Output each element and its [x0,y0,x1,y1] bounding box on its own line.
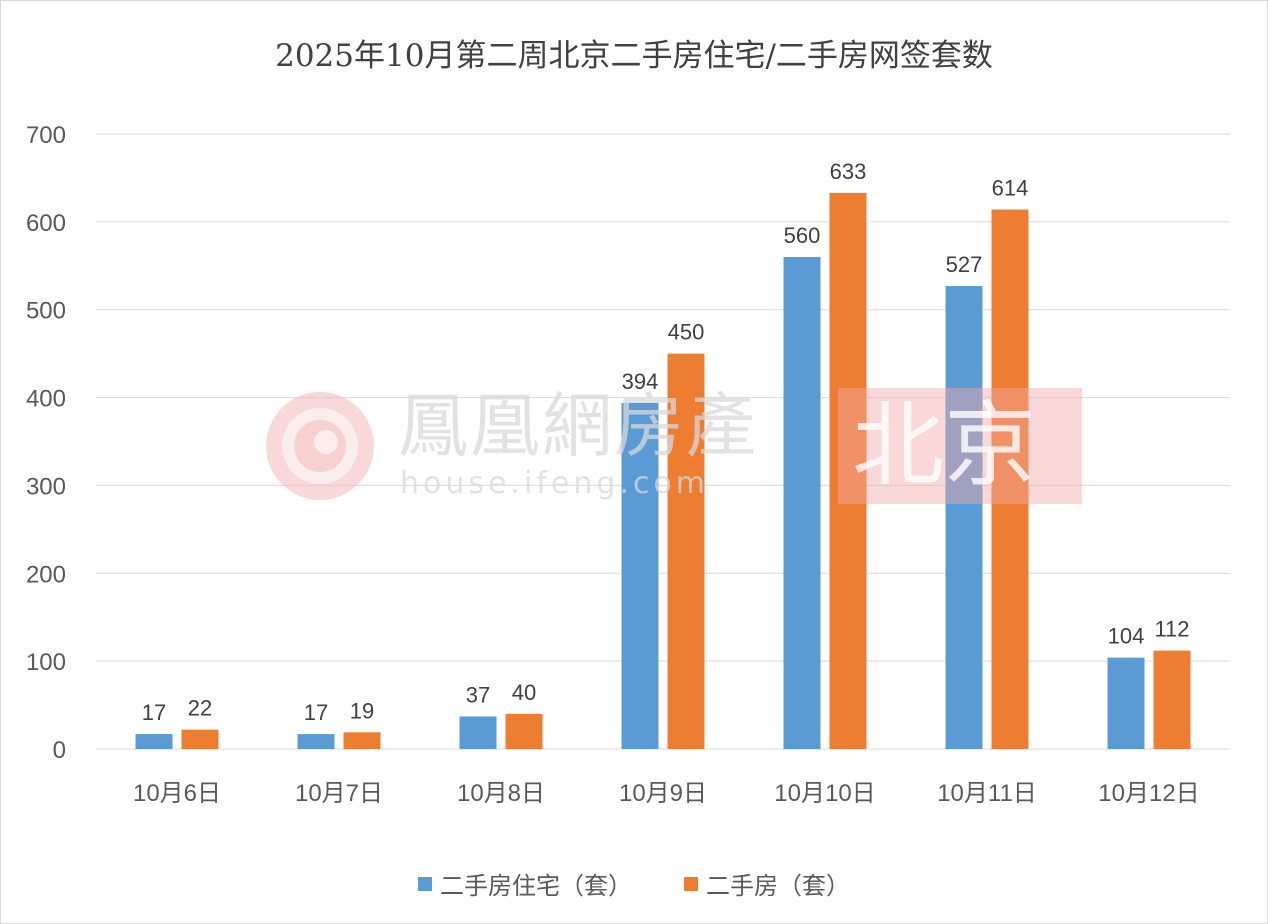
data-label: 394 [622,369,659,394]
y-tick-label: 700 [26,122,66,149]
data-label: 40 [512,680,536,705]
bar-all [343,732,381,749]
x-tick-label: 10月10日 [774,780,875,807]
data-label: 22 [188,696,212,721]
y-tick-label: 600 [26,210,66,237]
bar-all [505,713,543,749]
bar-all [829,192,867,750]
bar-all [991,209,1029,750]
data-label: 633 [830,159,867,184]
bar-all [181,729,219,749]
x-tick-label: 10月6日 [133,780,221,807]
legend-swatch-all [684,876,698,891]
bar-resi [459,716,497,749]
legend-swatch-resi [418,876,432,891]
bar-resi [945,285,983,749]
chart-title: 2025年10月第二周北京二手房住宅/二手房网签套数 [275,38,993,74]
bar-resi [135,734,173,749]
data-label: 527 [946,252,983,277]
y-tick-label: 100 [26,649,66,676]
legend-item-resi: 二手房住宅（套） [418,866,632,901]
y-tick-label: 300 [26,473,66,500]
x-tick-label: 10月12日 [1098,780,1199,807]
data-label: 37 [466,682,490,707]
y-tick-label: 200 [26,561,66,588]
legend-label-all: 二手房（套） [706,872,850,900]
bar-resi [297,734,335,749]
bar-all [1153,650,1191,749]
data-label: 450 [668,320,705,345]
y-tick-label: 0 [53,737,66,764]
bar-resi [783,257,821,749]
legend-item-all: 二手房（套） [684,866,850,901]
data-label: 560 [784,223,821,248]
legend: 二手房住宅（套） 二手房（套） [0,866,1268,901]
y-tick-label: 400 [26,386,66,413]
bar-all [667,353,705,749]
bar-resi [621,402,659,749]
data-label: 19 [350,698,374,723]
x-tick-label: 10月9日 [619,780,707,807]
legend-label-resi: 二手房住宅（套） [440,872,632,900]
data-label: 104 [1108,624,1145,649]
data-label: 17 [304,700,328,725]
x-tick-label: 10月11日 [937,780,1037,807]
data-label: 112 [1154,617,1189,642]
x-tick-label: 10月7日 [295,780,383,807]
data-label: 17 [142,700,166,725]
y-tick-label: 500 [26,298,66,325]
bar-resi [1107,657,1145,749]
data-label: 614 [992,176,1029,201]
x-tick-label: 10月8日 [457,780,545,807]
